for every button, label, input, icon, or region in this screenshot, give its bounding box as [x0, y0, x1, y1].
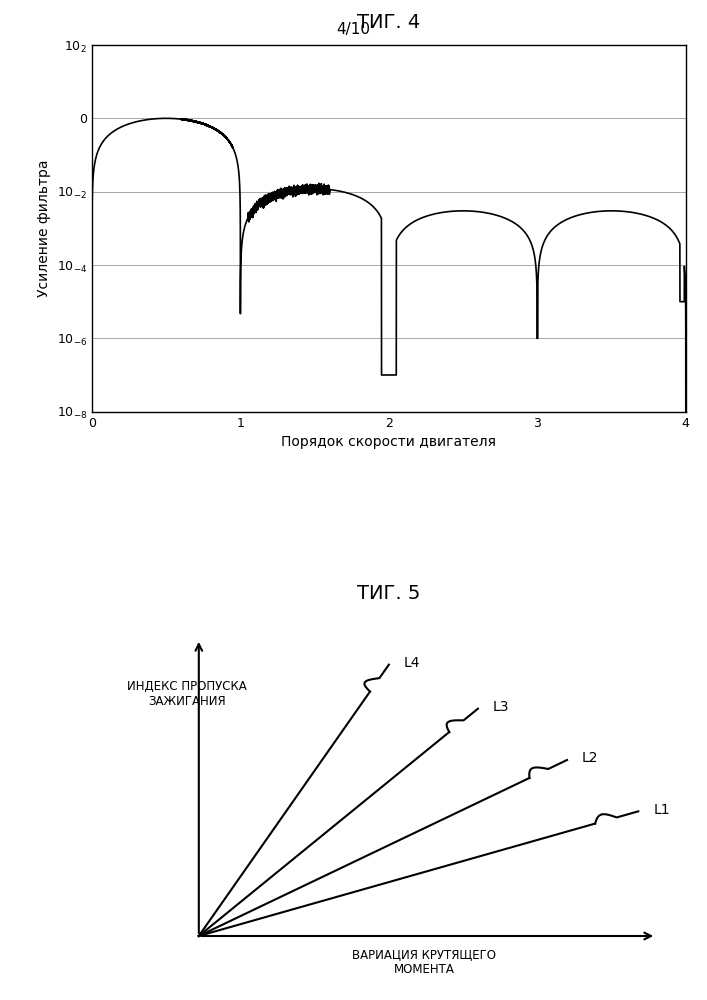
- Title: ΤИГ. 4: ΤИГ. 4: [357, 13, 421, 32]
- Text: L4: L4: [404, 656, 420, 670]
- Title: ΤИГ. 5: ΤИГ. 5: [357, 584, 421, 603]
- Text: L1: L1: [653, 802, 670, 816]
- Text: L3: L3: [493, 700, 509, 714]
- Text: 4/10: 4/10: [337, 22, 370, 37]
- Text: L2: L2: [582, 751, 598, 765]
- Y-axis label: Усиление фильтра: Усиление фильтра: [37, 160, 51, 297]
- X-axis label: Порядок скорости двигателя: Порядок скорости двигателя: [281, 435, 496, 449]
- Text: ВАРИАЦИЯ КРУТЯЩЕГО
МОМЕНТА: ВАРИАЦИЯ КРУТЯЩЕГО МОМЕНТА: [353, 948, 496, 976]
- Text: ИНДЕКС ПРОПУСКА
ЗАЖИГАНИЯ: ИНДЕКС ПРОПУСКА ЗАЖИГАНИЯ: [127, 680, 247, 708]
